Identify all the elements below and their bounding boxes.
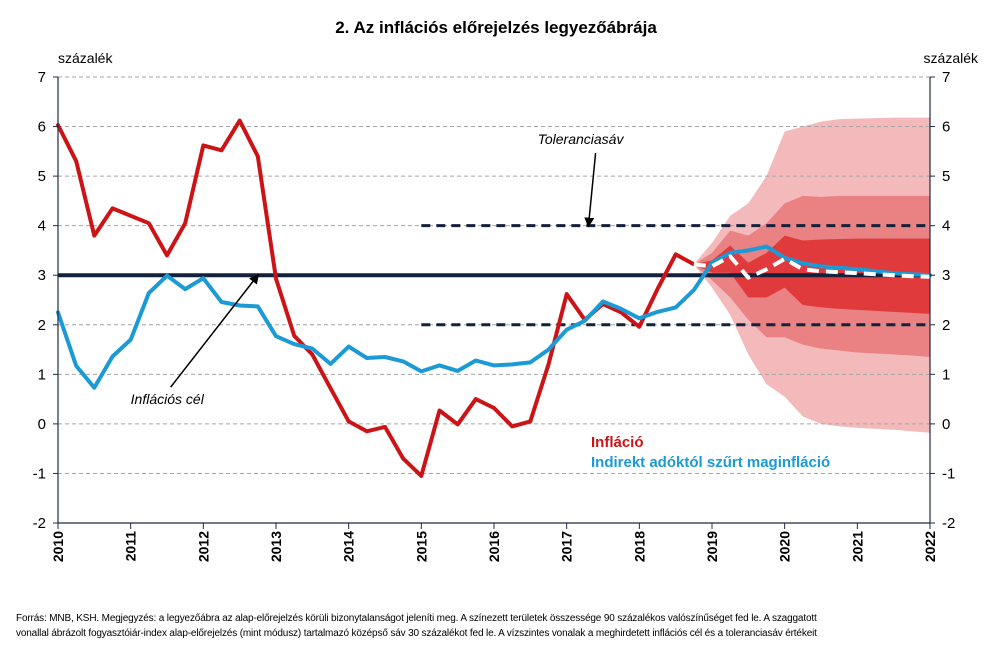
x-tick-label: 2010	[50, 531, 66, 562]
x-tick-label: 2011	[123, 531, 139, 562]
y-axis-unit-right: százalék	[923, 50, 978, 66]
legend-entry: Infláció	[591, 434, 644, 451]
y-tick-label-right: -2	[942, 515, 955, 532]
y-tick-label-left: -2	[33, 515, 46, 532]
x-tick-label: 2013	[268, 531, 284, 562]
footnote-line-1: Forrás: MNB, KSH. Megjegyzés: a legyezőá…	[16, 613, 817, 624]
x-tick-label: 2019	[704, 531, 720, 562]
y-tick-label-right: 2	[942, 317, 950, 334]
legend-entry: Indirekt adóktól szűrt maginfláció	[591, 454, 830, 471]
annotation-label: Inflációs cél	[131, 391, 205, 407]
y-tick-label-left: 7	[38, 69, 46, 86]
x-tick-label: 2014	[341, 531, 357, 562]
x-tick-label: 2012	[195, 531, 211, 562]
x-tick-label: 2016	[486, 531, 502, 562]
core-inflation-line	[56, 244, 932, 390]
y-tick-label-right: 3	[942, 267, 950, 284]
y-tick-label-right: 5	[942, 168, 950, 185]
y-tick-label-left: -1	[33, 465, 46, 482]
y-tick-label-right: 6	[942, 119, 950, 136]
x-tick-label: 2022	[922, 531, 938, 562]
y-tick-label-left: 4	[38, 218, 46, 235]
annotation-arrow	[170, 273, 260, 388]
y-tick-label-right: 7	[942, 69, 950, 86]
x-tick-label: 2018	[631, 531, 647, 562]
annotation-arrow	[584, 152, 597, 228]
y-tick-label-left: 5	[38, 168, 46, 185]
y-tick-label-left: 6	[38, 119, 46, 136]
y-tick-label-left: 3	[38, 267, 46, 284]
x-tick-label: 2017	[559, 531, 575, 562]
y-tick-label-right: 0	[942, 416, 950, 433]
y-tick-label-right: 4	[942, 218, 950, 235]
x-tick-label: 2015	[413, 531, 429, 562]
y-tick-label-right: -1	[942, 465, 955, 482]
y-tick-label-left: 1	[38, 366, 46, 383]
y-axis-unit-left: százalék	[58, 50, 113, 66]
y-tick-label-right: 1	[942, 366, 950, 383]
annotation-label: Toleranciasáv	[538, 131, 625, 147]
inflation-line	[56, 118, 696, 478]
y-tick-label-left: 2	[38, 317, 46, 334]
x-tick-label: 2021	[849, 531, 865, 562]
source-footnote: Forrás: MNB, KSH. Megjegyzés: a legyezőá…	[16, 611, 982, 641]
footnote-line-2: vonallal ábrázolt fogyasztóiár-index ala…	[16, 628, 817, 639]
chart-title: 2. Az inflációs előrejelzés legyezőábráj…	[335, 18, 657, 37]
y-tick-label-left: 0	[38, 416, 46, 433]
forecast-dashed-line	[693, 254, 931, 280]
x-tick-label: 2020	[777, 531, 793, 562]
